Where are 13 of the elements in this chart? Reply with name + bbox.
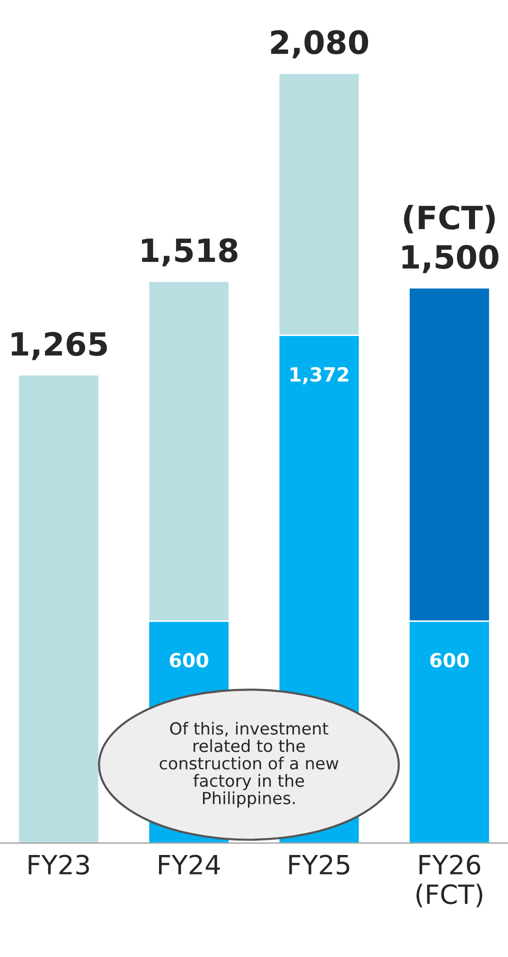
total-label: 1,518: [142, 238, 238, 266]
total-label: 2,080: [271, 30, 368, 58]
x-tick-label: FY26 (FCT): [416, 854, 482, 908]
annotation: Of this, investment related to the construction of a new factory in the Philippines.: [160, 722, 338, 808]
bar: [18, 374, 100, 844]
x-tick-label: FY24: [159, 854, 220, 874]
total-label: (FCT) 1,500: [402, 204, 498, 274]
total-label: 1,265: [12, 332, 107, 360]
x-tick-label: FY25: [289, 854, 350, 875]
x-tick-label: FY23: [28, 854, 89, 875]
data-label: 1,372: [290, 367, 348, 384]
data-label: 600: [430, 652, 469, 668]
data-label: 600: [170, 652, 208, 668]
